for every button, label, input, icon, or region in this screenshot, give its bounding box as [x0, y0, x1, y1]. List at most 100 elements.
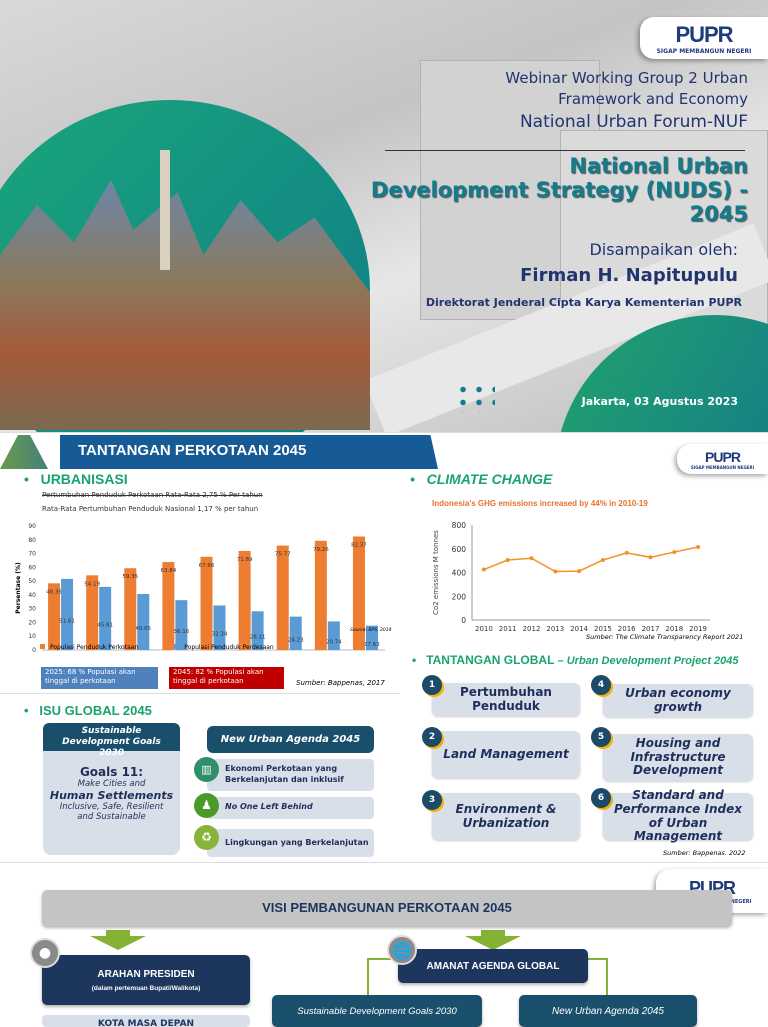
challenges-slide: TANTANGAN PERKOTAAN 2045 PUPR SIGAP MEMB… [0, 432, 768, 862]
ghg-chart-title: Indonesia's GHG emissions increased by 4… [432, 499, 648, 508]
goal-title: Goals 11: [79, 765, 144, 779]
header-decoration [0, 435, 48, 469]
arahan-subtitle: (dalam pertemuan Bupati/Walikota) [91, 984, 201, 992]
bar-rural [99, 586, 112, 650]
data-label: 71.89 [237, 557, 253, 563]
challenge-item: Urban economy growth [603, 684, 753, 717]
data-label: 48.39 [46, 589, 62, 595]
arrow-down-icon [481, 930, 505, 936]
bar-rural [213, 605, 226, 650]
bar-rural [175, 600, 188, 650]
arrow-down-icon [90, 936, 146, 950]
x-tick-label: 2019 [689, 625, 707, 633]
climate-heading-text: CLIMATE CHANGE [426, 471, 553, 487]
goal-line-3: Inclusive, Safe, Resilient and Sustainab… [59, 802, 164, 822]
y-tick-label: 20 [28, 619, 36, 626]
y-tick-label: 0 [461, 616, 466, 625]
data-label: 45.81 [97, 622, 113, 628]
x-tick-label: 2011 [499, 625, 517, 633]
data-point [624, 550, 629, 555]
amanat-agenda-box: AMANAT AGENDA GLOBAL [398, 949, 588, 983]
y-axis-label: Persentase (%) [15, 562, 22, 614]
bar-rural [365, 625, 378, 650]
data-label: 67.66 [199, 563, 215, 569]
connector-line [367, 958, 369, 998]
data-label: 24.23 [288, 637, 304, 643]
y-tick-label: 10 [28, 633, 36, 640]
bar-rural [327, 621, 340, 650]
nua-header: New Urban Agenda 2045 [207, 726, 374, 753]
number-badge: 1 [422, 675, 442, 695]
data-label: 32.34 [212, 632, 228, 638]
data-point [648, 555, 653, 560]
presentation-date: Jakarta, 03 Agustus 2023 [581, 395, 738, 408]
bar-urban [124, 568, 137, 650]
title-line-1: National Urban [569, 154, 748, 178]
ghg-series-line [483, 546, 699, 573]
globe-icon: 🌐 [387, 935, 417, 965]
data-point [600, 558, 605, 563]
goal-text: Goals 11: Make Cities and Human Settleme… [43, 751, 180, 822]
data-point [553, 569, 558, 574]
data-label: 79.26 [313, 547, 329, 553]
urbanisasi-source: Sumber: Bappenas, 2017 [296, 679, 385, 687]
bar-rural [251, 611, 264, 650]
data-label: 36.16 [174, 629, 190, 635]
data-label: 51.61 [59, 618, 75, 624]
legend-rural: Populasi Penduduk Perdesaan [174, 644, 274, 651]
tg-heading-text: TANTANGAN GLOBAL [426, 653, 555, 667]
data-point [481, 567, 486, 572]
data-point [577, 569, 582, 574]
arrow-down-icon [465, 936, 521, 950]
monument-image [160, 150, 170, 270]
y-tick-label: 800 [452, 521, 467, 530]
connector-line [606, 958, 608, 998]
bar-urban [314, 540, 327, 650]
divider [0, 693, 400, 694]
bar-chart-svg: 010203040506070809048.3951.61200554.1945… [15, 523, 385, 671]
sdg-box: Sustainable Development Goals 2030 [272, 995, 482, 1027]
y-tick-label: 600 [452, 545, 467, 554]
challenge-item: Standard and Performance Index of Urban … [603, 788, 753, 843]
y-tick-label: 50 [28, 578, 36, 585]
pupr-logo: PUPR SIGAP MEMBANGUN NEGERI [640, 17, 768, 59]
person-icon: ● [30, 938, 60, 968]
dots-decoration [455, 383, 495, 413]
presentation-title: National Urban Development Strategy (NUD… [328, 154, 748, 226]
sdg-card: Sustainable Development Goals 2030 Goals… [43, 723, 180, 855]
callout-2025: 2025: 68 % Populasi akan tinggal di perk… [41, 667, 158, 689]
data-label: 28.11 [250, 635, 266, 641]
data-label: 82.37 [351, 543, 367, 549]
bar-urban [276, 545, 289, 650]
arahan-title: ARAHAN PRESIDEN [97, 968, 195, 980]
nua-box: New Urban Agenda 2045 [519, 995, 697, 1027]
chart-source: Source: BPS, 2014 [350, 628, 392, 633]
growth-chart-icon: ▥ [194, 757, 219, 782]
bar-urban [48, 583, 61, 650]
data-label: 54.19 [84, 581, 100, 587]
x-tick-label: 2018 [665, 625, 683, 633]
tantangan-global-heading: • TANTANGAN GLOBAL – Urban Development P… [412, 653, 739, 667]
bar-rural [137, 593, 150, 650]
climate-source: Sumber: The Climate Transparency Report … [586, 633, 744, 641]
tg-subheading: – Urban Development Project 2045 [557, 655, 739, 667]
number-badge: 4 [591, 675, 611, 695]
urbanization-bar-chart: 010203040506070809048.3951.61200554.1945… [0, 513, 400, 671]
bar-urban [238, 550, 251, 650]
tg-source: Sumber: Bappenas. 2022 [663, 849, 746, 857]
logo-brand: PUPR [675, 21, 733, 47]
recycle-icon: ♻ [194, 825, 219, 850]
kota-masa-depan-box: KOTA MASA DEPAN [42, 1015, 250, 1027]
x-tick-label: 2015 [594, 625, 612, 633]
pupr-logo: PUPR SIGAP MEMBANGUN NEGERI [677, 444, 768, 474]
bar-legend: Populasi Penduduk Perkotaan Populasi Pen… [40, 644, 274, 651]
line-chart-svg: 0 200 400 600 800 2010 2011 2012 2013 2014 2015 201… [432, 521, 710, 633]
y-tick-label: 30 [28, 606, 36, 613]
x-tick-label: 2010 [475, 625, 493, 633]
data-label: 75.77 [275, 552, 291, 558]
presented-by-label: Disampaikan oleh: [589, 240, 738, 259]
number-badge: 3 [422, 790, 442, 810]
title-line-2: Development Strategy (NUDS) - 2045 [370, 178, 748, 226]
data-label: 63.84 [161, 568, 177, 574]
logo-tagline: SIGAP MEMBANGUN NEGERI [656, 47, 752, 55]
